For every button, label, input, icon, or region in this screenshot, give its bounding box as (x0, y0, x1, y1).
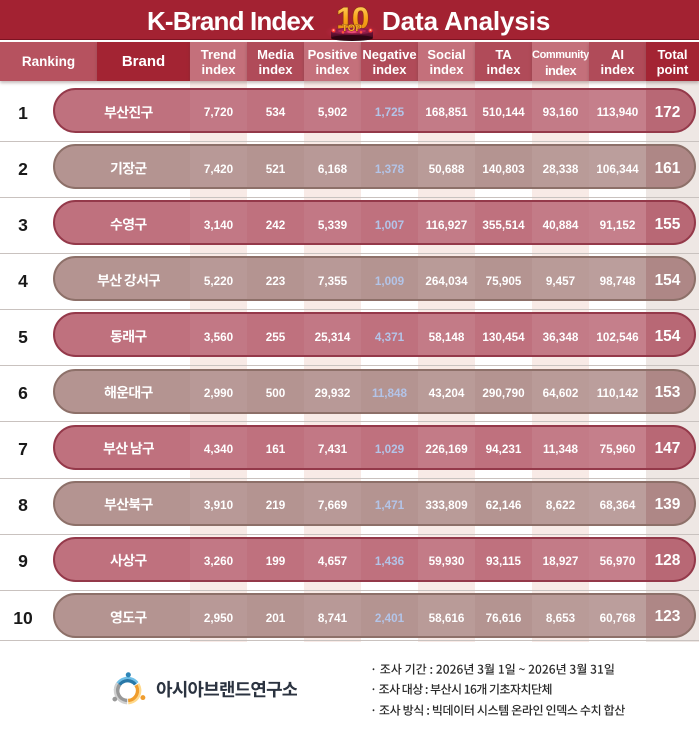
svg-text:TOP: TOP (342, 23, 363, 34)
